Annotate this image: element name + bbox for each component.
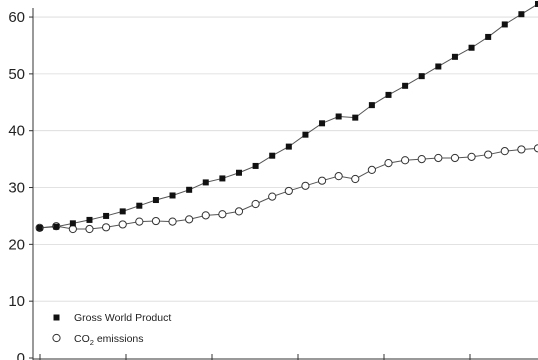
y-tick-label-10: 10 (8, 293, 25, 310)
y-tick-label-50: 50 (8, 66, 25, 83)
gwp-point-14 (269, 152, 276, 159)
co2-point-11 (218, 210, 227, 219)
co2-point-27 (484, 150, 493, 159)
series-markers (35, 0, 538, 234)
gwp-point-2 (69, 220, 76, 227)
y-tick-label-20: 20 (8, 236, 25, 253)
gwp-point-8 (169, 192, 176, 199)
legend-label-co2-part1: CO (74, 333, 90, 345)
co2-point-29 (517, 145, 526, 154)
co2-point-10 (201, 211, 210, 220)
gwp-point-16 (302, 131, 309, 138)
co2-point-19 (351, 174, 360, 184)
gwp-point-10 (202, 179, 209, 186)
gwp-point-1 (53, 223, 60, 230)
legend-swatch-gross-world-product (53, 314, 60, 321)
gridlines (33, 16, 538, 302)
gwp-point-0 (36, 224, 43, 231)
co2-point-14 (268, 192, 277, 201)
gwp-point-20 (368, 102, 375, 109)
legend-label-co2-subscript: 2 (90, 338, 94, 347)
legend-label-co2-part2: emissions (94, 333, 144, 345)
co2-point-13 (251, 199, 260, 209)
legend-swatch-co2-emissions (52, 333, 61, 343)
co2-point-24 (434, 153, 443, 163)
gwp-point-30 (535, 0, 538, 7)
co2-point-23 (417, 155, 426, 164)
gwp-point-9 (186, 186, 193, 193)
co2-point-8 (168, 217, 177, 226)
gwp-point-26 (468, 44, 475, 51)
gwp-point-29 (518, 11, 525, 18)
co2-point-4 (101, 223, 111, 232)
co2-point-2 (68, 224, 77, 234)
co2-point-15 (284, 186, 293, 196)
gwp-point-5 (119, 208, 126, 215)
gwp-point-3 (86, 216, 93, 223)
co2-point-12 (234, 207, 244, 216)
co2-point-25 (450, 153, 460, 163)
co2-point-28 (500, 147, 509, 156)
gwp-point-11 (219, 175, 226, 182)
co2-point-20 (367, 165, 376, 175)
gwp-point-17 (319, 120, 326, 127)
gwp-point-28 (501, 21, 508, 28)
legend-label-co2-emissions: CO2 emissions (74, 333, 144, 347)
gwp-point-6 (136, 202, 143, 209)
co2-point-18 (334, 172, 343, 181)
legend-label-gross-world-product: Gross World Product (74, 312, 171, 324)
co2-point-9 (185, 215, 194, 224)
gwp-point-7 (152, 197, 159, 204)
y-tick-label-30: 30 (8, 180, 25, 197)
co2-point-21 (384, 158, 393, 168)
gwp-point-21 (385, 91, 392, 98)
y-tick-label-0: 0 (17, 350, 25, 360)
gwp-point-13 (252, 162, 259, 169)
legend: Gross World Product CO2 emissions (52, 312, 171, 347)
gwp-point-27 (485, 33, 492, 40)
gwp-point-4 (103, 212, 110, 219)
co2-point-3 (85, 224, 94, 234)
y-tick-label-60: 60 (8, 9, 25, 26)
gwp-point-19 (352, 114, 359, 121)
co2-point-16 (301, 181, 310, 190)
co2-point-26 (467, 152, 476, 161)
y-tick-labels: 0 10 20 30 40 50 60 (8, 9, 25, 360)
y-tick-label-40: 40 (8, 123, 25, 140)
gwp-point-25 (451, 53, 458, 60)
co2-point-5 (118, 220, 127, 229)
co2-point-22 (401, 156, 410, 165)
co2-point-6 (135, 217, 144, 226)
co2-point-17 (317, 176, 327, 185)
co2-point-30 (533, 144, 538, 153)
axes (29, 8, 538, 360)
gwp-point-18 (335, 113, 342, 120)
gwp-point-24 (435, 63, 442, 70)
series-lines (39, 3, 538, 230)
co2-point-7 (151, 216, 161, 226)
gwp-point-22 (402, 82, 409, 89)
gwp-point-15 (285, 143, 292, 150)
gwp-point-12 (235, 169, 242, 176)
gwp-point-23 (418, 73, 425, 80)
